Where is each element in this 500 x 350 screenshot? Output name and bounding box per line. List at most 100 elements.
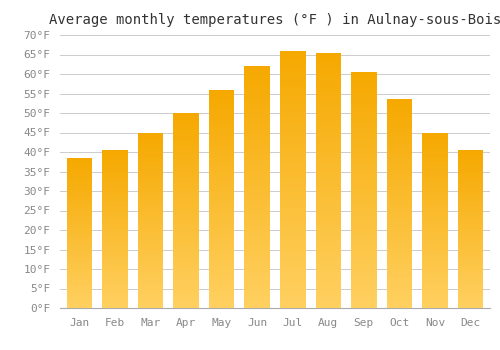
- Bar: [316, 75, 341, 78]
- Bar: [244, 148, 270, 151]
- Bar: [209, 136, 234, 139]
- Bar: [67, 178, 92, 180]
- Bar: [458, 156, 483, 158]
- Bar: [422, 229, 448, 231]
- Bar: [280, 147, 305, 150]
- Bar: [458, 259, 483, 261]
- Bar: [244, 236, 270, 238]
- Bar: [138, 166, 164, 168]
- Bar: [458, 176, 483, 178]
- Bar: [386, 120, 412, 123]
- Bar: [386, 115, 412, 118]
- Bar: [280, 260, 305, 263]
- Bar: [316, 282, 341, 286]
- Bar: [138, 229, 164, 231]
- Bar: [422, 282, 448, 284]
- Bar: [102, 274, 128, 277]
- Bar: [316, 183, 341, 187]
- Bar: [138, 141, 164, 144]
- Bar: [280, 118, 305, 121]
- Bar: [102, 249, 128, 251]
- Bar: [67, 242, 92, 244]
- Bar: [67, 302, 92, 304]
- Bar: [209, 111, 234, 114]
- Bar: [316, 234, 341, 238]
- Bar: [458, 243, 483, 245]
- Bar: [102, 178, 128, 180]
- Bar: [351, 293, 376, 296]
- Bar: [280, 63, 305, 67]
- Bar: [67, 235, 92, 237]
- Bar: [422, 166, 448, 168]
- Bar: [67, 284, 92, 286]
- Bar: [422, 286, 448, 288]
- Bar: [244, 226, 270, 229]
- Bar: [174, 196, 199, 198]
- Bar: [67, 289, 92, 291]
- Bar: [174, 191, 199, 194]
- Bar: [209, 240, 234, 243]
- Bar: [280, 276, 305, 279]
- Bar: [209, 161, 234, 163]
- Bar: [280, 125, 305, 128]
- Bar: [209, 259, 234, 261]
- Bar: [209, 92, 234, 95]
- Bar: [458, 203, 483, 205]
- Bar: [67, 286, 92, 287]
- Bar: [138, 194, 164, 196]
- Bar: [422, 214, 448, 216]
- Bar: [244, 66, 270, 69]
- Bar: [351, 234, 376, 237]
- Bar: [458, 286, 483, 288]
- Bar: [102, 271, 128, 272]
- Bar: [102, 290, 128, 292]
- Bar: [351, 155, 376, 158]
- Bar: [458, 294, 483, 296]
- Bar: [67, 233, 92, 235]
- Bar: [280, 99, 305, 102]
- Bar: [67, 268, 92, 271]
- Bar: [138, 192, 164, 194]
- Bar: [174, 206, 199, 208]
- Bar: [67, 165, 92, 167]
- Bar: [351, 302, 376, 305]
- Bar: [138, 233, 164, 236]
- Bar: [280, 231, 305, 234]
- Bar: [67, 167, 92, 169]
- Bar: [174, 167, 199, 169]
- Bar: [67, 280, 92, 282]
- Bar: [351, 93, 376, 96]
- Bar: [209, 177, 234, 180]
- Bar: [174, 254, 199, 257]
- Bar: [458, 168, 483, 170]
- Bar: [386, 196, 412, 198]
- Bar: [67, 216, 92, 218]
- Bar: [244, 114, 270, 118]
- Bar: [138, 157, 164, 159]
- Bar: [138, 135, 164, 137]
- Bar: [422, 170, 448, 172]
- Bar: [316, 251, 341, 254]
- Bar: [67, 175, 92, 177]
- Bar: [316, 78, 341, 81]
- Bar: [316, 161, 341, 164]
- Bar: [458, 229, 483, 231]
- Bar: [174, 288, 199, 291]
- Bar: [422, 284, 448, 286]
- Bar: [386, 225, 412, 227]
- Bar: [102, 152, 128, 154]
- Bar: [458, 282, 483, 284]
- Bar: [138, 185, 164, 187]
- Bar: [67, 163, 92, 165]
- Bar: [280, 240, 305, 244]
- Bar: [316, 228, 341, 231]
- Bar: [209, 256, 234, 259]
- Bar: [244, 262, 270, 266]
- Bar: [174, 149, 199, 152]
- Bar: [209, 199, 234, 202]
- Bar: [386, 175, 412, 177]
- Bar: [458, 292, 483, 294]
- Bar: [316, 81, 341, 84]
- Bar: [174, 154, 199, 157]
- Bar: [67, 246, 92, 248]
